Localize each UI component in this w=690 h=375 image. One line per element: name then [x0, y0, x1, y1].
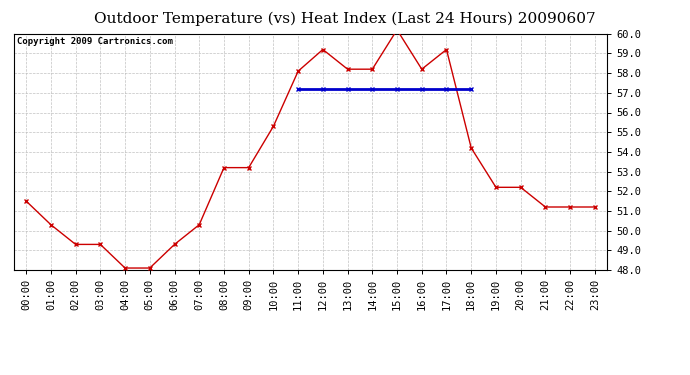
- Text: Copyright 2009 Cartronics.com: Copyright 2009 Cartronics.com: [17, 37, 172, 46]
- Text: Outdoor Temperature (vs) Heat Index (Last 24 Hours) 20090607: Outdoor Temperature (vs) Heat Index (Las…: [95, 11, 595, 26]
